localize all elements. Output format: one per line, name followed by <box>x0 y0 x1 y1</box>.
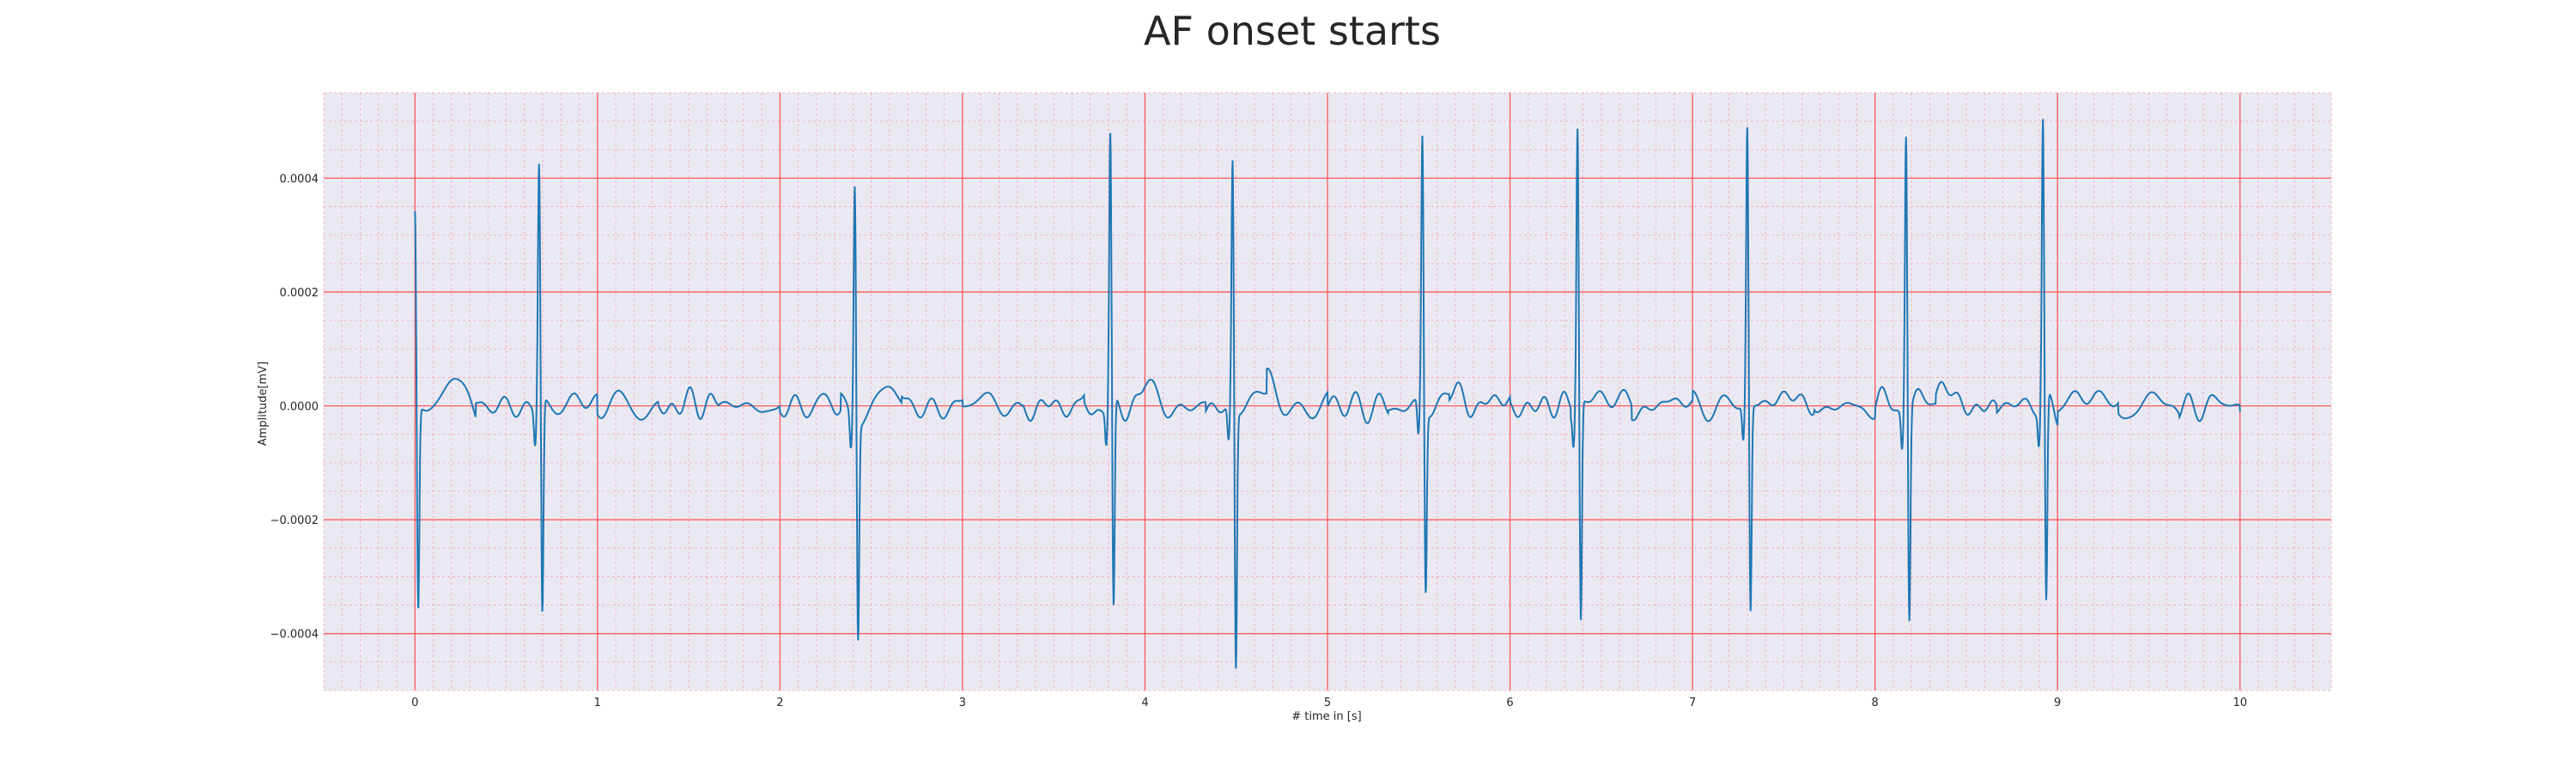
y-axis-ticks: 0.0004 0.0002 0.0000 −0.0002 −0.0004 <box>270 173 319 641</box>
plot-area <box>323 92 2332 691</box>
y-tick-label: 0.0000 <box>280 401 319 414</box>
x-tick-label: 5 <box>1324 697 1331 709</box>
x-tick-label: 10 <box>2233 697 2247 709</box>
x-tick-label: 9 <box>2054 697 2061 709</box>
y-tick-label: −0.0004 <box>270 629 319 642</box>
x-axis-label: # time in [s] <box>1291 710 1361 723</box>
y-axis-label: Amplitude[mV] <box>257 362 270 446</box>
y-tick-label: −0.0002 <box>270 514 319 527</box>
y-tick-label: 0.0004 <box>280 173 319 186</box>
x-axis-ticks: 0 1 2 3 4 5 6 7 8 9 10 <box>411 697 2247 709</box>
x-tick-label: 0 <box>411 697 418 709</box>
x-tick-label: 1 <box>594 697 601 709</box>
x-tick-label: 4 <box>1141 697 1148 709</box>
x-tick-label: 2 <box>776 697 783 709</box>
x-tick-label: 6 <box>1506 697 1513 709</box>
x-tick-label: 8 <box>1871 697 1878 709</box>
chart-title: AF onset starts <box>1144 8 1441 54</box>
y-tick-label: 0.0002 <box>280 287 319 300</box>
ecg-trace-line <box>414 119 2241 669</box>
x-tick-label: 3 <box>959 697 966 709</box>
x-tick-label: 7 <box>1689 697 1696 709</box>
